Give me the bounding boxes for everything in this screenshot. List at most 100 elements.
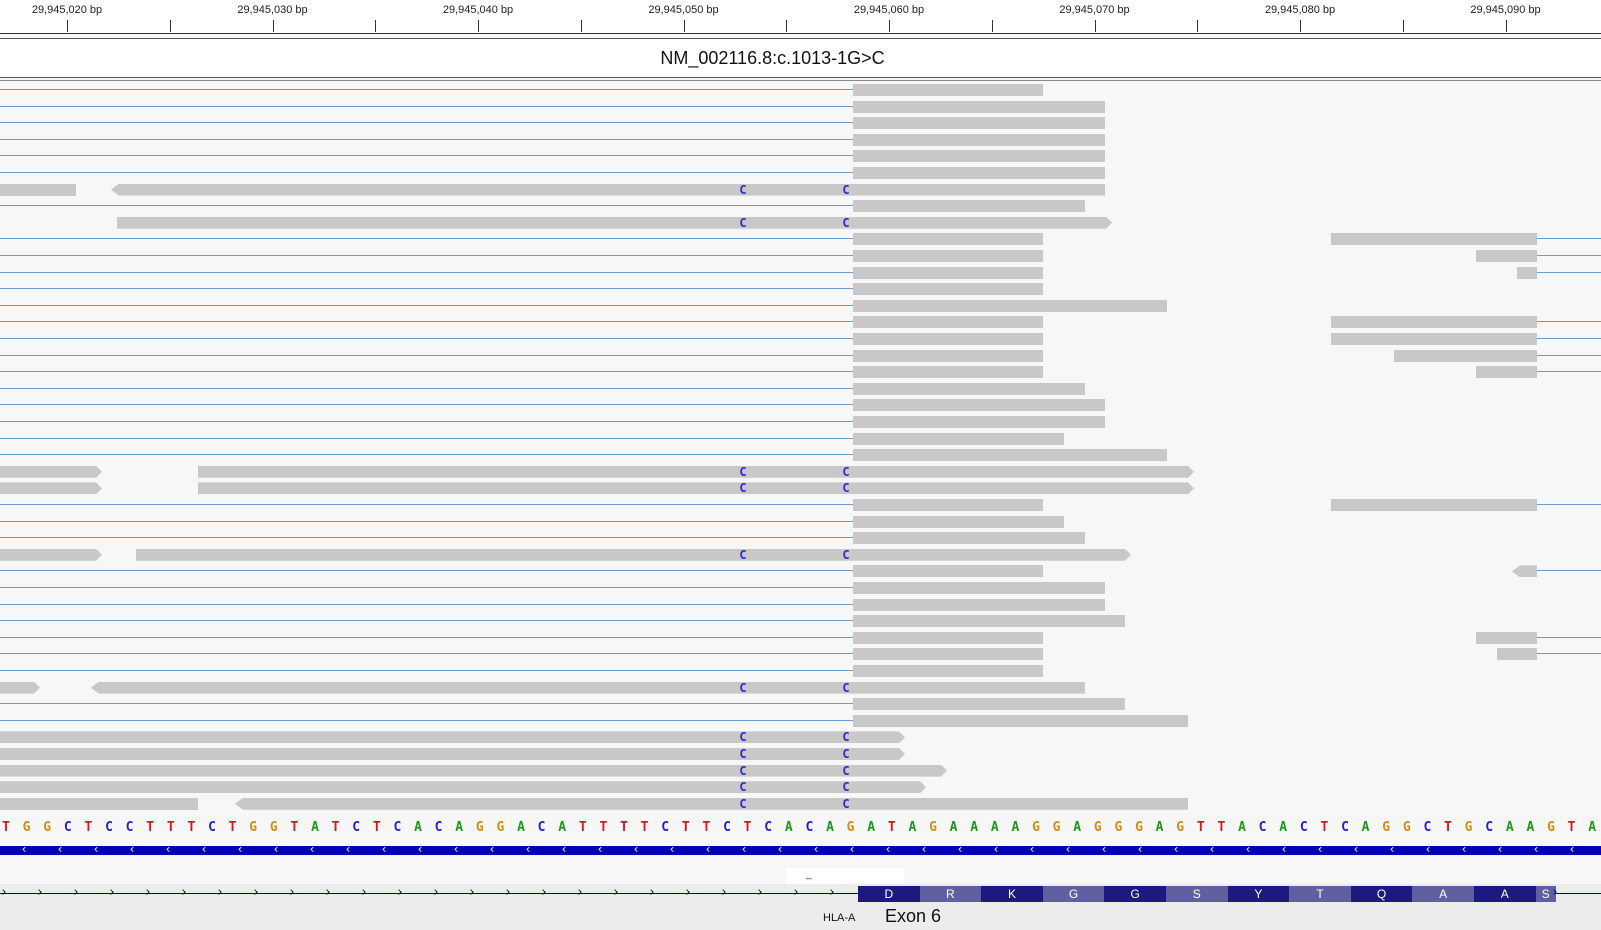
read-row[interactable] [0,663,1601,679]
codon-box[interactable]: A [1474,886,1536,902]
codon-box[interactable]: Y [1227,886,1290,902]
read-row[interactable] [0,497,1601,513]
codon-box[interactable]: S [1166,886,1228,902]
aligned-read-block[interactable] [1476,366,1537,379]
read-row[interactable] [0,597,1601,613]
aligned-read-block[interactable] [853,382,1085,395]
aligned-read-block[interactable] [853,117,1105,130]
aligned-read-block[interactable] [853,416,1105,428]
read-row[interactable] [0,514,1601,530]
read-row[interactable] [0,298,1601,314]
aligned-read-block[interactable] [853,432,1064,445]
aligned-read-block[interactable] [853,200,1085,213]
read-row[interactable] [0,381,1601,397]
read-row[interactable] [0,132,1601,148]
aligned-read-block[interactable] [1331,233,1537,246]
read-row[interactable] [0,713,1601,729]
aligned-read-block[interactable] [853,714,1188,727]
aligned-read-block[interactable] [853,598,1105,611]
aligned-read-block[interactable] [0,748,905,760]
aligned-read-block[interactable] [853,615,1125,628]
read-row[interactable] [0,613,1601,629]
aligned-read-block[interactable] [0,482,102,494]
aligned-read-block[interactable] [235,797,1188,810]
aligned-read-block[interactable] [853,515,1064,528]
read-row[interactable] [0,563,1601,579]
aligned-read-block[interactable] [853,333,1043,345]
read-row[interactable] [0,331,1601,347]
aligned-read-block[interactable] [136,549,1131,561]
read-row[interactable] [0,165,1601,181]
codon-box[interactable]: S [1535,886,1556,902]
aligned-read-block[interactable] [1476,631,1537,644]
read-row[interactable] [0,580,1601,596]
read-row[interactable] [0,431,1601,447]
read-row[interactable] [0,198,1601,214]
codon-box[interactable]: K [981,886,1043,902]
read-row[interactable] [0,397,1601,413]
aligned-read-block[interactable] [853,665,1043,677]
read-row[interactable] [0,630,1601,646]
aligned-read-block[interactable] [198,482,1194,494]
read-row[interactable] [0,115,1601,131]
read-row[interactable] [0,148,1601,164]
aligned-read-block[interactable] [1331,499,1537,511]
aligned-read-block[interactable] [853,532,1085,545]
aligned-read-block[interactable] [853,449,1167,462]
aligned-read-block[interactable] [853,133,1105,146]
aligned-read-block[interactable] [853,266,1043,279]
read-row[interactable] [0,99,1601,115]
aligned-read-block[interactable] [1331,333,1537,345]
read-row[interactable] [0,82,1601,98]
aligned-read-block[interactable] [853,233,1043,246]
read-row[interactable] [0,248,1601,264]
read-row[interactable] [0,231,1601,247]
aligned-read-block[interactable] [853,565,1043,578]
read-row[interactable] [0,646,1601,662]
aligned-read-block[interactable] [853,499,1043,511]
aligned-read-block[interactable] [1394,349,1537,362]
codon-box[interactable]: T [1289,886,1351,902]
aligned-read-block[interactable] [853,631,1043,644]
aligned-read-block[interactable] [853,582,1105,594]
aligned-read-block[interactable] [1476,250,1537,262]
codon-box[interactable]: Q [1350,886,1413,902]
aligned-read-block[interactable] [1497,648,1537,661]
aligned-read-block[interactable] [0,466,102,478]
aligned-read-block[interactable] [853,316,1043,329]
aligned-read-block[interactable] [853,150,1105,163]
aligned-read-block[interactable] [853,250,1043,262]
aligned-read-block[interactable] [0,765,947,777]
aligned-read-block[interactable] [117,217,1112,229]
read-row[interactable] [0,314,1601,330]
aligned-read-block[interactable] [0,183,76,196]
aligned-read-block[interactable] [198,466,1194,478]
read-row[interactable] [0,447,1601,463]
aligned-read-block[interactable] [0,682,40,694]
aligned-read-block[interactable] [853,299,1167,312]
aligned-read-block[interactable] [853,283,1043,296]
aligned-read-block[interactable] [1331,316,1537,329]
aligned-read-block[interactable] [853,100,1105,113]
read-row[interactable] [0,348,1601,364]
read-row[interactable] [0,696,1601,712]
aligned-read-block[interactable] [853,648,1043,661]
codon-box[interactable]: D [858,886,920,902]
aligned-read-block[interactable] [91,681,1085,694]
read-row[interactable] [0,414,1601,430]
aligned-read-block[interactable] [1517,266,1537,279]
aligned-read-block[interactable] [853,366,1043,379]
aligned-read-block[interactable] [853,167,1105,179]
aligned-read-block[interactable] [0,797,198,810]
